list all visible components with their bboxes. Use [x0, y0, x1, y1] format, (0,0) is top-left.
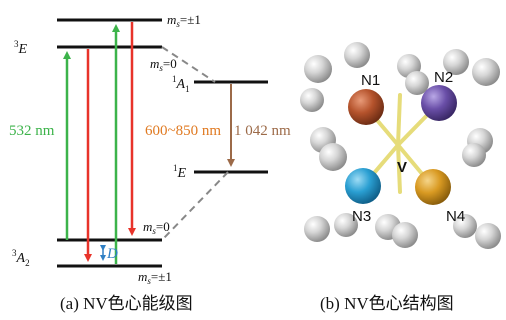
isc-lower-dashed	[161, 171, 229, 241]
splitting-d-label: D	[106, 246, 118, 262]
wavelength-green-label: 532 nm	[9, 123, 55, 139]
label-n1: N1	[361, 72, 380, 89]
label-n3: N3	[352, 208, 371, 225]
caption-energy-diagram: (a) NV色心能级图	[60, 294, 193, 313]
isc-upper-dashed	[161, 46, 216, 83]
ms-label-top-pm1: ms=±1	[167, 12, 201, 29]
label-1E: 1E	[173, 163, 187, 181]
label-vacancy: V	[397, 159, 407, 176]
caption-structure: (b) NV色心结构图	[320, 294, 454, 313]
ms-label-bottom-zero: ms=0	[143, 219, 170, 236]
ms-label-bottom-pm1: ms=±1	[138, 269, 172, 286]
atom-n2	[421, 85, 457, 121]
label-3E: 3E	[14, 39, 28, 57]
label-n2: N2	[434, 69, 453, 86]
wavelength-orange-label: 600~850 nm	[145, 123, 221, 139]
hydrogen-atoms	[300, 42, 501, 249]
label-1A1: 1A1	[172, 74, 190, 94]
nv-structure: N1 N2 N3 N4 V (b) NV色心结构图	[300, 42, 501, 313]
atom-n1	[348, 89, 384, 125]
atom-n4	[415, 169, 451, 205]
energy-level-diagram: 3E 3A2 1A1 1E ms=±1 ms=0 ms=0 ms=±1 532 …	[9, 12, 291, 313]
label-n4: N4	[446, 208, 465, 225]
atom-n3	[345, 168, 381, 204]
wavelength-brown-label: 1 042 nm	[234, 123, 291, 139]
ms-label-top-zero: ms=0	[150, 56, 177, 73]
label-3A2: 3A2	[12, 248, 30, 268]
